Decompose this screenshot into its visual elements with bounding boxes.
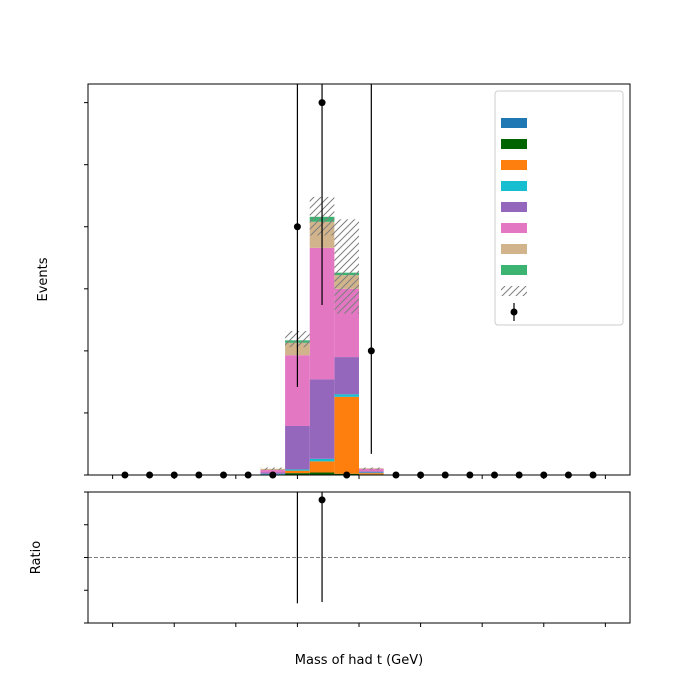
bar-multiboson-bin-8 [309, 472, 335, 475]
bar-tth-bin-7 [285, 425, 310, 470]
bar-nonprompt-bin-10 [359, 473, 384, 475]
ratio-plot-area [88, 492, 630, 604]
bar-txq-bin-8 [309, 458, 335, 462]
legend-swatch-data-marker [510, 308, 518, 316]
ratio-x-axis [112, 623, 606, 627]
main-x-axis [112, 475, 606, 479]
legend-swatch-stat-unc [501, 286, 527, 296]
data-point-7 [293, 223, 301, 231]
ratio-y-axis [84, 491, 88, 624]
bar-ttll-bin-6 [260, 470, 286, 473]
legend-swatch-ttlnu [501, 244, 527, 254]
ratio-point-1 [318, 496, 326, 504]
legend-swatch-txq [501, 181, 527, 191]
data-point-10 [367, 347, 375, 355]
ratio-y-axis-label: Ratio [29, 541, 44, 574]
bar-multiboson-bin-7 [285, 473, 310, 475]
legend-swatch-ttll [501, 223, 527, 233]
bar-txq-bin-7 [285, 469, 310, 471]
legend [494, 90, 624, 326]
bar-tth-bin-10 [359, 471, 384, 473]
legend-swatch-conv [501, 118, 527, 128]
x-axis-label: Mass of had t (GeV) [295, 653, 423, 668]
bar-nonprompt-bin-7 [285, 470, 310, 474]
legend-swatch-nonprompt [501, 160, 527, 170]
main-y-axis [84, 102, 88, 476]
legend-swatch-tttt [501, 265, 527, 275]
bar-tth-bin-9 [334, 357, 359, 395]
main-panel: Events [36, 83, 631, 479]
data-point-8 [318, 99, 326, 107]
main-y-axis-label: Events [36, 257, 51, 301]
bar-txq-bin-10 [359, 472, 384, 474]
legend-swatch-tth [501, 202, 527, 212]
bar-tth-bin-8 [309, 379, 335, 459]
legend-swatch-multiboson [501, 139, 527, 149]
bar-txq-bin-9 [334, 394, 359, 397]
stat-unc-band-bin-10 [359, 467, 384, 471]
main-plot-area [121, 84, 597, 479]
bar-nonprompt-bin-8 [309, 461, 335, 473]
stat-unc-band-bin-6 [260, 467, 286, 471]
stat-unc-band-bin-9 [334, 219, 359, 314]
ratio-panel: Ratio Mass of had t (GeV) [29, 491, 631, 668]
bar-nonprompt-bin-9 [334, 396, 359, 474]
